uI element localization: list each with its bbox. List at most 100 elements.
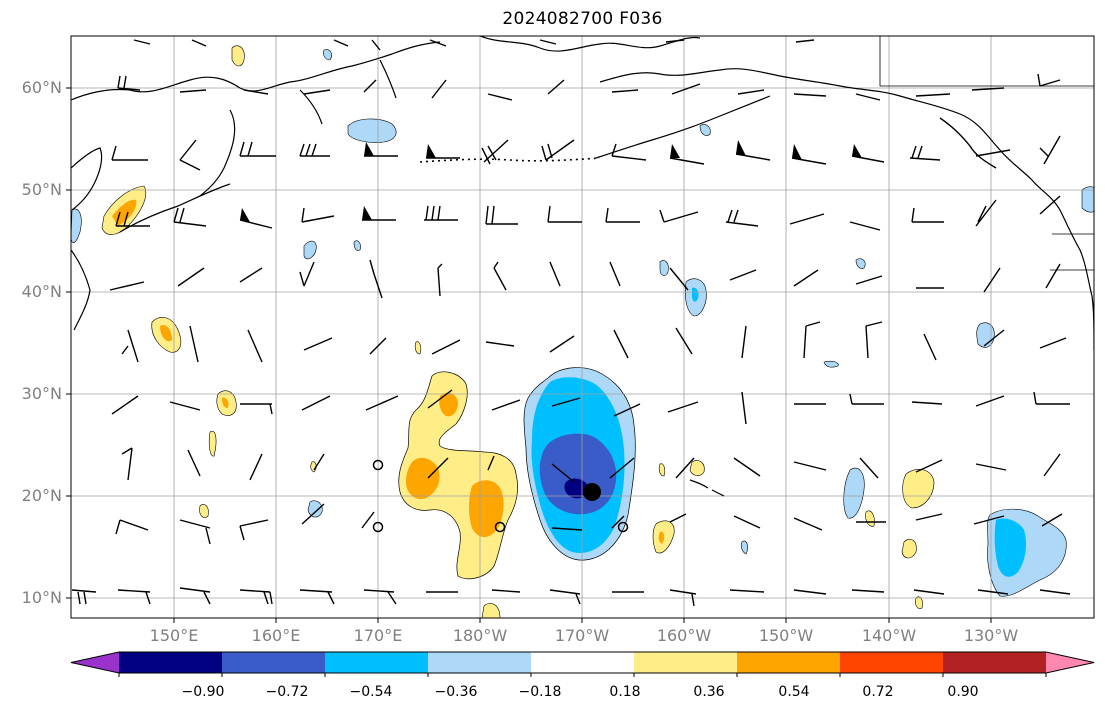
colorbar-tick-label: −0.36 <box>434 684 478 700</box>
pos-patch-7 <box>689 460 705 476</box>
negative-field-shading <box>71 49 1094 597</box>
neg-patch-6 <box>307 500 323 518</box>
colorbar-segment <box>428 652 532 673</box>
neg-patch-15 <box>699 124 711 136</box>
pos-patch-1-core <box>160 324 172 342</box>
coast-kuril <box>119 183 231 233</box>
lon-label-170w: 170°W <box>554 626 610 645</box>
lon-label-130w: 130°W <box>963 626 1019 645</box>
neg-patch-13 <box>323 49 332 61</box>
neg-patch-7 <box>1081 186 1094 213</box>
coast-japan <box>71 249 91 331</box>
border-alaska-canada <box>879 36 1094 87</box>
colorbar-tick-label: 0.72 <box>862 684 894 700</box>
lon-label-140w: 140°W <box>861 626 917 645</box>
colorbar-tick-label: 0.54 <box>778 684 810 700</box>
colorbar-segment <box>634 652 738 673</box>
lon-label-150e: 150°E <box>149 626 199 645</box>
lat-label-60n: 60°N <box>21 78 62 97</box>
coast-kamchatka <box>71 147 103 211</box>
coastlines <box>71 36 1094 497</box>
lon-label-150w: 150°W <box>758 626 814 645</box>
map-title: 2024082700 F036 <box>502 9 663 29</box>
pos-patch-14 <box>414 341 422 355</box>
pos-patch-5 <box>199 504 209 518</box>
station-circle <box>372 521 384 533</box>
pos-patch-10 <box>481 603 501 618</box>
pos-patch-11 <box>865 510 875 527</box>
pos-contour-west-mid2 <box>469 480 504 537</box>
map-layers <box>71 36 1094 618</box>
lat-label-50n: 50°N <box>21 180 62 199</box>
coast-hawaii <box>689 479 725 497</box>
lat-label-10n: 10°N <box>21 588 62 607</box>
lon-label-180w: 180°W <box>452 626 508 645</box>
pos-patch-12 <box>915 596 923 609</box>
station-markers <box>372 459 629 533</box>
pos-patch-2-core <box>222 397 229 408</box>
neg-patch-2b <box>692 287 699 302</box>
coast-aleutian-islands <box>419 157 601 163</box>
pos-patch-4 <box>208 430 217 457</box>
neg-patch-9 <box>823 360 839 368</box>
wind-barbs <box>71 39 1071 607</box>
neg-patch-11 <box>740 540 748 555</box>
coast-alaska-peninsula <box>595 95 771 159</box>
borders <box>879 36 1094 271</box>
station-circle <box>372 459 384 471</box>
lat-label-20n: 20°N <box>21 486 62 505</box>
pos-patch-9 <box>901 539 917 559</box>
colorbar-segment <box>531 652 635 673</box>
neg-contour-se-mid <box>994 518 1026 577</box>
colorbar-tick-label: 0.18 <box>609 684 641 700</box>
neg-patch-10 <box>855 258 866 269</box>
colorbar-tick-label: −0.72 <box>265 684 309 700</box>
border-canada-us <box>1050 233 1094 271</box>
coast-alaska <box>599 68 1094 351</box>
graticule <box>71 36 1094 618</box>
lon-label-160w: 160°W <box>656 626 712 645</box>
colorbar-extend-max <box>1046 652 1094 673</box>
colorbar-tick-label: −0.54 <box>349 684 393 700</box>
colorbar-segment <box>840 652 944 673</box>
neg-patch-4 <box>976 322 995 348</box>
colorbar-extend-min <box>71 652 119 673</box>
colorbar-segment <box>119 652 223 673</box>
neg-patch-5 <box>303 240 317 260</box>
lat-label-30n: 30°N <box>21 384 62 403</box>
pos-contour-west-mid3 <box>439 392 458 417</box>
neg-patch-12 <box>71 208 82 244</box>
station-circle <box>494 521 506 533</box>
colorbar-segment <box>222 652 326 673</box>
axis-ticks <box>66 87 992 623</box>
neg-patch-3 <box>843 467 865 519</box>
coast-okhotsk <box>199 109 236 197</box>
colorbar-segment <box>737 652 841 673</box>
neg-patch-8 <box>659 260 669 276</box>
pos-patch-3 <box>231 45 245 67</box>
coast-asia <box>71 41 441 101</box>
pos-patch-6-core <box>658 531 665 544</box>
lon-label-160e: 160°E <box>251 626 301 645</box>
pos-patch-8 <box>902 469 935 509</box>
lat-label-40n: 40°N <box>21 282 62 301</box>
colorbar-tick-label: −0.90 <box>181 684 225 700</box>
neg-patch-14 <box>353 240 361 251</box>
wind-pennants <box>240 140 862 222</box>
pos-contour-west-mid <box>406 457 440 500</box>
coast-bering <box>299 59 397 125</box>
station-circle <box>617 521 629 533</box>
coast-ne-islands <box>939 117 997 169</box>
colorbar <box>70 651 1095 677</box>
pos-patch-13 <box>658 463 666 477</box>
colorbar-segment <box>943 652 1047 673</box>
colorbar-tick-label: 0.90 <box>947 684 979 700</box>
positive-field-shading <box>101 45 935 618</box>
storm-center-marker <box>583 483 601 501</box>
coast-siberia <box>479 36 701 52</box>
colorbar-segment <box>325 652 429 673</box>
lon-label-170e: 170°E <box>353 626 403 645</box>
colorbar-tick-label: −0.18 <box>518 684 562 700</box>
colorbar-tick-label: 0.36 <box>693 684 725 700</box>
